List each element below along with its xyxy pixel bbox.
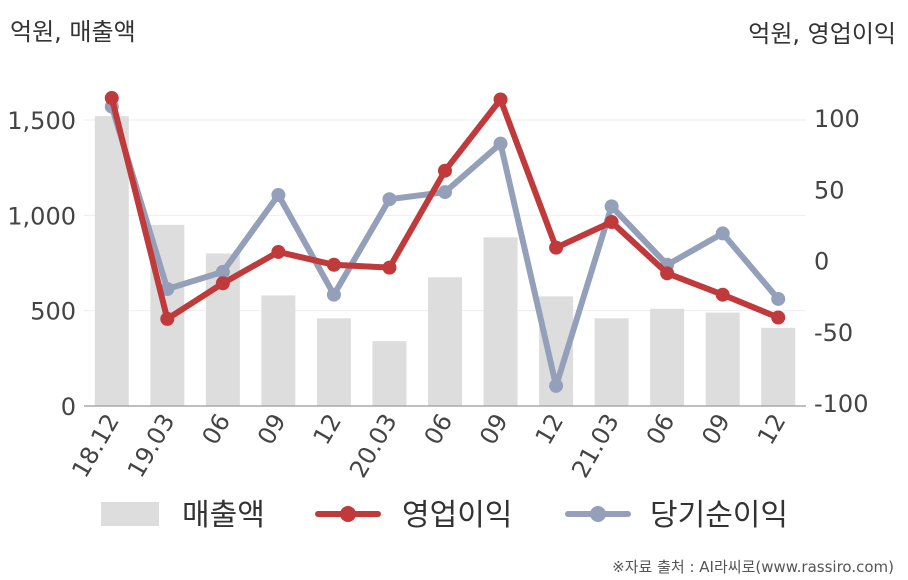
legend: 매출액 영업이익 당기순이익: [101, 498, 788, 533]
x-tick-label: 06: [419, 409, 459, 449]
data-point: [326, 287, 341, 302]
data-point: [715, 226, 730, 241]
data-point: [549, 378, 564, 393]
left-tick-label: 500: [30, 298, 76, 326]
left-tick-label: 0: [61, 393, 76, 421]
legend-label: 매출액: [182, 498, 265, 533]
data-point: [271, 244, 286, 259]
x-tick-label: 09: [696, 409, 736, 449]
x-tick-label: 06: [641, 409, 681, 449]
right-axis-ticks: -100 -50 0 50 100: [814, 105, 868, 418]
source-credit: ※자료 출처 : AI라씨로(www.rassiro.com): [612, 558, 894, 576]
bar: [761, 327, 796, 406]
right-tick-label: -50: [814, 319, 853, 347]
data-point: [493, 92, 508, 107]
x-tick-label: 21.03: [566, 409, 625, 483]
data-point: [382, 192, 397, 207]
data-point: [604, 215, 619, 230]
right-tick-label: 0: [814, 248, 829, 276]
bar: [428, 277, 462, 406]
bar: [594, 318, 629, 406]
bar: [650, 308, 685, 406]
x-tick-label: 12: [308, 409, 348, 449]
bar: [94, 116, 129, 406]
left-axis-ticks: 0 500 1,000 1,500: [7, 107, 76, 421]
legend-swatch-bar: [101, 502, 159, 526]
data-point: [771, 310, 786, 325]
bar: [483, 237, 518, 406]
data-point: [715, 287, 730, 302]
bar: [705, 312, 740, 406]
x-tick-label: 06: [197, 409, 237, 449]
bar: [372, 341, 407, 406]
legend-label: 영업이익: [402, 498, 512, 533]
data-point: [382, 260, 397, 275]
right-axis-unit: 억원, 영업이익: [748, 20, 896, 48]
line-series: [104, 91, 786, 393]
x-tick-label: 12: [752, 409, 792, 449]
data-point: [771, 291, 786, 306]
data-point: [438, 163, 452, 178]
data-point: [438, 185, 452, 200]
x-tick-label: 09: [252, 409, 292, 449]
legend-swatch-marker: [590, 506, 606, 522]
data-point: [271, 187, 286, 202]
legend-label: 당기순이익: [650, 498, 788, 533]
data-point: [604, 199, 619, 214]
left-tick-label: 1,500: [7, 107, 76, 135]
x-tick-label: 12: [530, 409, 570, 449]
legend-swatch-marker: [340, 506, 356, 522]
bar: [261, 295, 296, 406]
data-point: [660, 266, 675, 281]
x-tick-label: 09: [474, 409, 514, 449]
right-tick-label: 50: [814, 176, 845, 204]
data-point: [160, 311, 175, 326]
data-point: [326, 257, 341, 272]
data-point: [104, 91, 119, 106]
data-point: [549, 240, 564, 255]
data-point: [160, 282, 175, 296]
right-tick-label: 100: [814, 105, 860, 133]
data-point: [215, 276, 230, 291]
left-tick-label: 1,000: [7, 202, 76, 230]
x-tick-label: 19.03: [122, 409, 181, 483]
data-point: [493, 136, 508, 151]
right-tick-label: -100: [814, 390, 868, 418]
bar-series: [94, 116, 796, 406]
data-point: [215, 264, 230, 279]
bar: [316, 318, 351, 406]
left-axis-unit: 억원, 매출액: [10, 18, 136, 46]
x-tick-label: 20.03: [344, 409, 403, 483]
